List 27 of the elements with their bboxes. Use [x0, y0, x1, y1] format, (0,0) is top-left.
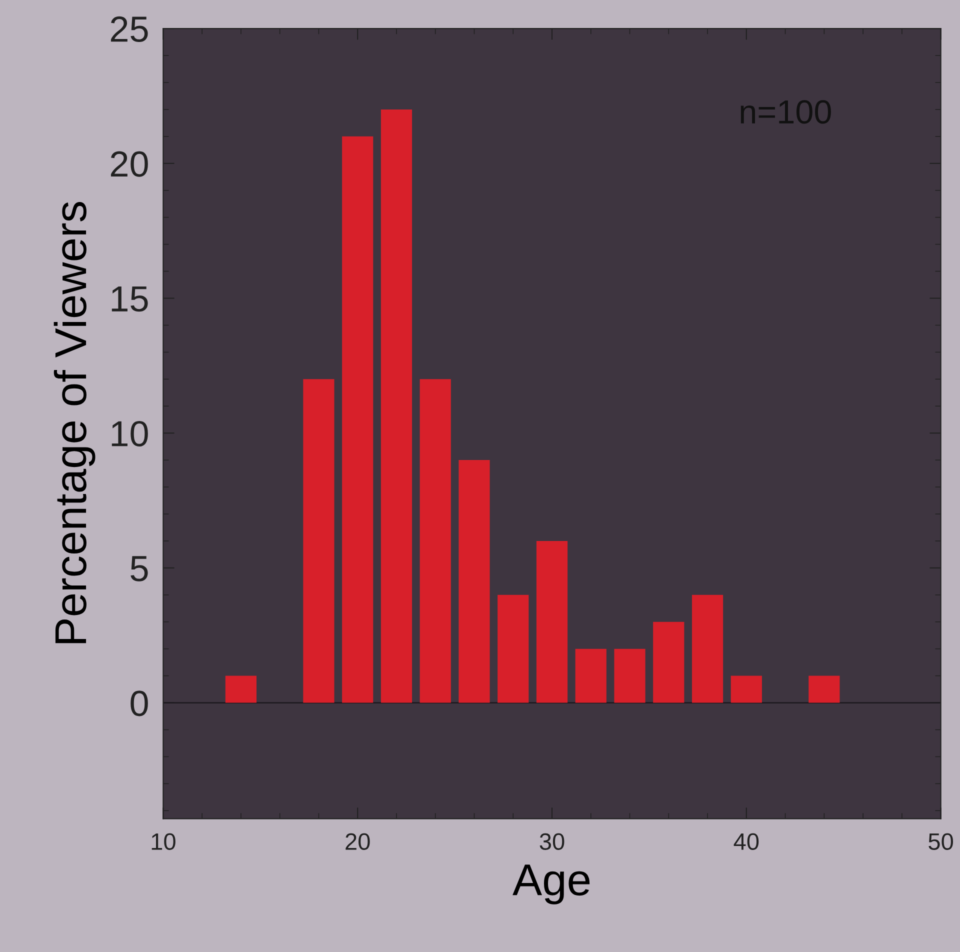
y-tick-label: 0	[130, 690, 148, 716]
bar	[342, 136, 374, 703]
x-tick-label: 40	[734, 833, 759, 850]
bar	[498, 594, 529, 703]
x-tick-label: 30	[540, 833, 564, 850]
bar	[653, 622, 684, 703]
bar	[536, 540, 568, 703]
bar	[808, 676, 840, 703]
bar	[575, 648, 606, 703]
bar	[692, 594, 724, 703]
y-tick-label: 15	[112, 286, 148, 312]
x-axis-title: Age	[512, 864, 590, 904]
bar	[303, 379, 334, 703]
x-tick-label: 50	[928, 833, 954, 850]
bar	[730, 676, 762, 703]
x-tick-label: 20	[346, 833, 370, 850]
y-tick-label: 25	[110, 16, 148, 42]
bar	[458, 460, 490, 703]
bar	[614, 648, 646, 703]
bar	[225, 676, 257, 703]
y-tick-label: 5	[130, 556, 148, 582]
bar	[420, 379, 451, 703]
y-axis-title: Percentage of Viewers	[54, 202, 96, 644]
y-tick-label: 10	[112, 420, 148, 447]
x-tick-label: 10	[152, 833, 176, 850]
bar	[380, 109, 412, 703]
y-tick-label: 20	[110, 151, 148, 177]
